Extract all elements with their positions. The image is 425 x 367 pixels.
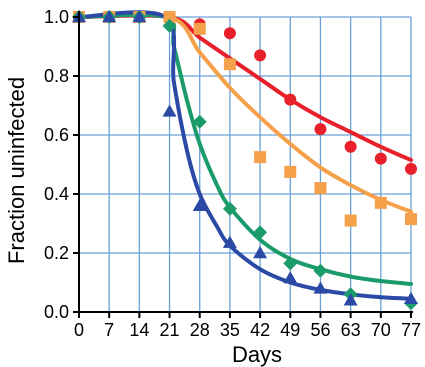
y-tick-label-4: 0.8 xyxy=(44,66,69,86)
x-tick-label-4: 28 xyxy=(190,320,210,340)
y-tick-label-1: 0.2 xyxy=(44,243,69,263)
triangle-point-4 xyxy=(192,198,207,212)
y-tick-label-3: 0.6 xyxy=(44,125,69,145)
diamond-point-3 xyxy=(162,18,177,33)
tick-labels: 0 7 14 21 28 35 42 49 56 63 70 77 0.0 0.2 0.4 0.6 0.8 1.0 xyxy=(44,7,421,340)
triangle-point-5 xyxy=(222,235,237,248)
diamond-point-6 xyxy=(253,225,268,240)
fit-curve-diamond xyxy=(77,12,413,286)
data-markers xyxy=(72,10,418,311)
square-point-11 xyxy=(405,213,417,226)
circle-point-9 xyxy=(344,140,357,153)
circle-point-6 xyxy=(254,49,267,62)
x-tick-label-7: 49 xyxy=(280,320,300,340)
diamond-point-4 xyxy=(192,114,207,129)
diamond-point-8 xyxy=(313,263,328,278)
x-tick-label-1: 7 xyxy=(104,320,114,340)
y-tick-label-2: 0.4 xyxy=(44,184,69,204)
triangle-point-1 xyxy=(102,10,117,23)
x-tick-label-6: 42 xyxy=(250,320,270,340)
circle-point-8 xyxy=(314,123,327,136)
x-tick-label-10: 70 xyxy=(371,320,391,340)
triangle-point-10 xyxy=(404,291,418,304)
circle-point-5 xyxy=(223,27,236,40)
circle-point-7 xyxy=(284,93,297,106)
y-tick-label-5: 1.0 xyxy=(44,7,69,27)
fit-curves xyxy=(77,10,413,301)
square-point-8 xyxy=(314,182,327,195)
fit-curve-triangle xyxy=(77,10,413,301)
x-axis-label: Days xyxy=(232,342,282,367)
square-point-5 xyxy=(223,58,236,71)
x-tick-label-3: 21 xyxy=(160,320,180,340)
x-tick-label-9: 63 xyxy=(341,320,361,340)
y-tick-label-0: 0.0 xyxy=(44,302,69,322)
x-tick-label-8: 56 xyxy=(310,320,330,340)
square-point-6 xyxy=(254,151,267,164)
x-tick-label-2: 14 xyxy=(129,320,149,340)
triangle-point-6 xyxy=(253,246,268,259)
triangle-point-7 xyxy=(283,271,298,284)
grid xyxy=(79,16,412,312)
square-point-4 xyxy=(193,22,206,35)
circle-point-10 xyxy=(374,152,387,165)
triangle-point-9 xyxy=(343,293,358,306)
axes xyxy=(73,11,413,318)
circle-point-11 xyxy=(405,162,417,175)
x-tick-label-11: 77 xyxy=(401,320,421,340)
fit-curve-circle xyxy=(77,13,413,163)
square-point-10 xyxy=(374,196,387,209)
triangle-point-2 xyxy=(132,10,147,23)
triangle-point-3 xyxy=(162,104,177,117)
fit-curve-square xyxy=(77,12,413,214)
square-point-7 xyxy=(284,165,297,178)
square-point-3 xyxy=(163,11,176,23)
triangle-point-8 xyxy=(313,281,328,294)
x-tick-label-5: 35 xyxy=(220,320,240,340)
y-axis-label: Fraction uninfected xyxy=(4,77,29,264)
diamond-point-5 xyxy=(222,201,237,216)
x-tick-label-0: 0 xyxy=(74,320,84,340)
square-point-9 xyxy=(344,214,357,227)
diamond-point-7 xyxy=(283,256,298,271)
